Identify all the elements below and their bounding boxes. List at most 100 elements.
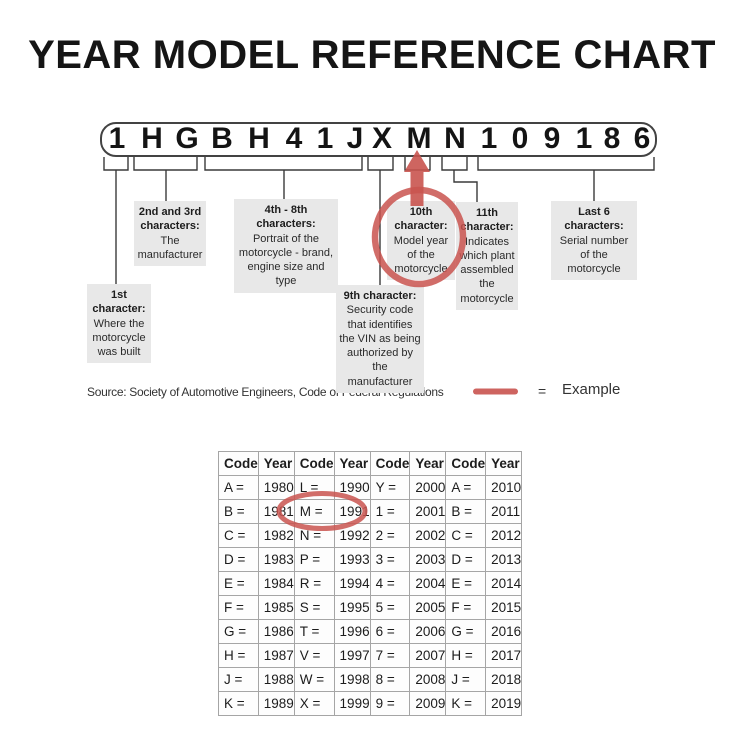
- table-cell: Y =: [369, 475, 411, 500]
- table-cell: B =: [218, 499, 259, 524]
- vin-character: 0: [511, 121, 529, 155]
- table-cell: C =: [445, 523, 487, 548]
- table-cell: 5 =: [369, 595, 411, 620]
- table-cell: F =: [445, 595, 487, 620]
- callout-heading: 9th character:: [343, 290, 417, 302]
- table-cell: F =: [218, 595, 259, 620]
- table-row: B = 1981 M = 1991 1 = 2001 B = 2011: [218, 499, 523, 524]
- table-cell: 1983: [257, 547, 295, 572]
- callout-body: Model year of the motorcycle: [393, 234, 449, 276]
- vin-character: 4: [285, 121, 303, 155]
- example-arrow-icon: [404, 150, 430, 206]
- table-cell: 1995: [333, 595, 371, 620]
- table-cell: J =: [218, 667, 259, 692]
- callout-10th-character: 10th character: Model year of the motorc…: [387, 201, 455, 281]
- table-header-cell: Year: [257, 451, 295, 476]
- table-cell: 2001: [409, 499, 447, 524]
- vin-character: 9: [543, 121, 561, 155]
- vin-position-brackets: [103, 157, 655, 171]
- table-cell: 1984: [257, 571, 295, 596]
- callout-last-6-characters: Last 6 characters: Serial number of the …: [551, 201, 637, 281]
- table-cell: 2012: [485, 523, 523, 548]
- legend-example-label: Example: [562, 381, 621, 398]
- table-cell: H =: [445, 643, 487, 668]
- table-cell: 1985: [257, 595, 295, 620]
- table-cell: 2006: [409, 619, 447, 644]
- table-cell: C =: [218, 523, 259, 548]
- table-row: A = 1980 L = 1990 Y = 2000 A = 2010: [218, 475, 523, 500]
- table-cell: B =: [445, 499, 487, 524]
- table-row: J = 1988 W = 1998 8 = 2008 J = 2018: [218, 667, 523, 692]
- table-cell: 2003: [409, 547, 447, 572]
- table-cell: 2017: [485, 643, 523, 668]
- table-header-cell: Code: [369, 451, 411, 476]
- table-cell: 2002: [409, 523, 447, 548]
- table-cell: K =: [445, 691, 487, 716]
- callout-4th-8th-characters: 4th - 8th characters: Portrait of the mo…: [234, 199, 338, 293]
- table-cell: X =: [293, 691, 335, 716]
- table-cell: 1992: [333, 523, 371, 548]
- table-row: G = 1986 T = 1996 6 = 2006 G = 2016: [218, 619, 523, 644]
- callout-heading: Last 6 characters:: [564, 206, 624, 233]
- vin-character: B: [211, 121, 233, 155]
- table-cell: 7 =: [369, 643, 411, 668]
- table-header-cell: Code: [218, 451, 259, 476]
- table-cell: 8 =: [369, 667, 411, 692]
- callout-body: Where the motorcycle was built: [92, 317, 146, 359]
- table-cell: E =: [445, 571, 487, 596]
- table-cell: 1998: [333, 667, 371, 692]
- callout-body: Serial number of the motorcycle: [559, 234, 629, 276]
- table-cell: D =: [218, 547, 259, 572]
- table-cell: 1982: [257, 523, 295, 548]
- vin-character: 1: [108, 121, 126, 155]
- table-cell: L =: [293, 475, 335, 500]
- callout-heading: 4th - 8th characters:: [256, 204, 316, 231]
- callout-1st-character: 1st character: Where the motorcycle was …: [87, 284, 151, 364]
- table-cell: 1996: [333, 619, 371, 644]
- table-cell: 1986: [257, 619, 295, 644]
- table-header-row: Code Year Code Year Code Year Code Year: [218, 451, 523, 476]
- table-cell: 2018: [485, 667, 523, 692]
- vin-character: M: [406, 121, 432, 155]
- table-cell: 2011: [485, 499, 523, 524]
- vin-character: H: [141, 121, 163, 155]
- table-cell: P =: [293, 547, 335, 572]
- table-cell: 1997: [333, 643, 371, 668]
- table-cell: S =: [293, 595, 335, 620]
- table-header-cell: Code: [293, 451, 335, 476]
- callout-body: The manufacturer: [137, 234, 203, 261]
- table-cell: 1981: [257, 499, 295, 524]
- table-cell: 2019: [485, 691, 523, 716]
- table-cell: 9 =: [369, 691, 411, 716]
- callout-heading: 11th character:: [460, 207, 514, 234]
- table-cell: 1989: [257, 691, 295, 716]
- vin-character: G: [175, 121, 199, 155]
- table-cell: 2015: [485, 595, 523, 620]
- table-cell: 6 =: [369, 619, 411, 644]
- table-cell: G =: [218, 619, 259, 644]
- vin-character: 1: [480, 121, 498, 155]
- table-cell: 1991: [333, 499, 371, 524]
- table-cell: N =: [293, 523, 335, 548]
- vin-character: H: [248, 121, 270, 155]
- table-header-cell: Year: [333, 451, 371, 476]
- year-code-table: Code Year Code Year Code Year Code Year A = 1980…: [218, 451, 523, 716]
- vin-character: 8: [603, 121, 621, 155]
- callout-heading: 10th character:: [394, 206, 448, 233]
- table-row: D = 1983 P = 1993 3 = 2003 D = 2013: [218, 547, 523, 572]
- table-cell: T =: [293, 619, 335, 644]
- table-cell: 2005: [409, 595, 447, 620]
- table-cell: A =: [445, 475, 487, 500]
- vin-character: N: [444, 121, 466, 155]
- table-cell: H =: [218, 643, 259, 668]
- table-cell: 1 =: [369, 499, 411, 524]
- table-cell: 2007: [409, 643, 447, 668]
- vin-character: J: [346, 121, 364, 155]
- callout-heading: 2nd and 3rd characters:: [138, 206, 202, 233]
- table-cell: 1990: [333, 475, 371, 500]
- table-row: E = 1984 R = 1994 4 = 2004 E = 2014: [218, 571, 523, 596]
- vin-character: 6: [633, 121, 651, 155]
- callout-body: Security code that identifies the VIN as…: [339, 304, 421, 388]
